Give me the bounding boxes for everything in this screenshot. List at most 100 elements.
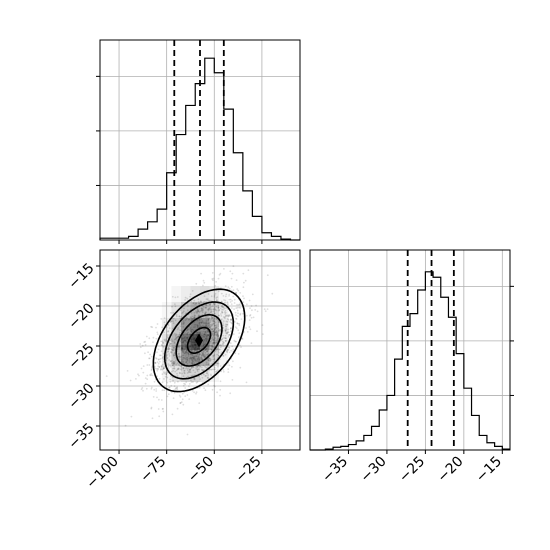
scatter-point <box>202 308 205 311</box>
scatter-point <box>236 309 239 312</box>
scatter-point <box>211 344 214 347</box>
scatter-point <box>178 356 180 359</box>
scatter-point <box>168 327 171 329</box>
scatter-point <box>215 309 218 312</box>
scatter-point <box>214 342 217 344</box>
scatter-point <box>191 359 193 362</box>
scatter-point <box>213 358 216 361</box>
scatter-point <box>239 312 242 315</box>
scatter-point <box>169 338 172 341</box>
scatter-point <box>201 351 203 354</box>
scatter-point <box>190 357 193 360</box>
scatter-point <box>230 322 233 325</box>
scatter-point <box>224 323 227 326</box>
scatter-point <box>249 328 252 331</box>
scatter-point <box>170 340 173 342</box>
scatter-point <box>213 341 215 344</box>
scatter-point <box>213 322 215 325</box>
scatter-point <box>192 374 195 377</box>
scatter-point <box>209 326 212 328</box>
scatter-point <box>225 339 228 342</box>
scatter-point <box>163 372 166 375</box>
scatter-point <box>185 358 188 360</box>
scatter-point <box>204 331 207 334</box>
scatter-point <box>187 351 190 354</box>
scatter-point <box>162 410 165 413</box>
scatter-point <box>221 304 224 307</box>
scatter-point <box>190 375 193 377</box>
hist-y-steps <box>310 271 510 451</box>
scatter-point <box>191 362 194 364</box>
scatter-point <box>182 367 185 370</box>
scatter-point <box>212 339 215 342</box>
scatter-point <box>169 343 172 345</box>
scatter-point <box>196 359 198 361</box>
scatter-point <box>222 341 225 344</box>
scatter-point <box>190 330 192 333</box>
scatter-point <box>230 327 232 329</box>
scatter-point <box>188 360 191 362</box>
density-cell <box>219 286 229 302</box>
scatter-point <box>184 332 187 335</box>
scatter-point <box>211 323 214 326</box>
scatter-point <box>198 322 201 324</box>
scatter-point <box>180 401 183 403</box>
scatter-point <box>182 320 185 323</box>
scatter-point <box>191 389 194 392</box>
scatter-point <box>209 326 212 329</box>
scatter-point <box>190 312 193 314</box>
scatter-point <box>205 372 208 375</box>
scatter-point <box>174 335 177 337</box>
scatter-point <box>173 342 176 345</box>
scatter-point <box>222 295 225 297</box>
scatter-point <box>215 330 217 333</box>
scatter-point <box>175 387 177 389</box>
density-cell <box>219 302 229 318</box>
scatter-point <box>213 317 216 320</box>
scatter-point <box>213 295 216 298</box>
scatter-point <box>238 336 240 339</box>
scatter-point <box>222 369 225 371</box>
scatter-point <box>206 353 209 356</box>
density-cell <box>181 302 191 318</box>
scatter-point <box>167 347 170 350</box>
scatter-point <box>201 369 204 371</box>
scatter-point <box>176 296 179 298</box>
scatter-point <box>222 324 225 327</box>
scatter-point <box>161 373 164 375</box>
peak-marker <box>195 333 203 348</box>
scatter-point <box>203 295 206 297</box>
scatter-point <box>206 350 209 353</box>
scatter-point <box>203 368 205 371</box>
scatter-point <box>172 349 175 352</box>
hist-x-quantile-lines <box>173 40 225 240</box>
scatter-point <box>263 308 266 311</box>
scatter-point <box>150 407 153 410</box>
scatter-point <box>170 384 173 387</box>
scatter-point <box>169 351 172 354</box>
scatter-point <box>204 311 207 314</box>
scatter-point <box>236 303 239 306</box>
scatter-point <box>227 368 230 370</box>
scatter-point <box>173 341 176 343</box>
scatter-point <box>160 368 163 370</box>
density-cell <box>209 286 219 302</box>
scatter-point <box>166 357 169 359</box>
scatter-point <box>198 302 201 305</box>
scatter-point <box>217 305 220 307</box>
scatter-point <box>222 354 225 357</box>
scatter-point <box>170 391 173 394</box>
scatter-point <box>187 353 190 356</box>
scatter-point <box>230 318 233 321</box>
scatter-point <box>209 324 211 326</box>
scatter-point <box>193 378 196 381</box>
scatter-point <box>183 352 186 355</box>
scatter-point <box>177 368 180 370</box>
scatter-point <box>146 378 149 381</box>
scatter-point <box>211 368 214 371</box>
scatter-point <box>225 293 228 296</box>
scatter-point <box>226 323 229 326</box>
scatter-point <box>206 308 209 311</box>
scatter-point <box>194 323 197 326</box>
scatter-point <box>236 315 239 317</box>
